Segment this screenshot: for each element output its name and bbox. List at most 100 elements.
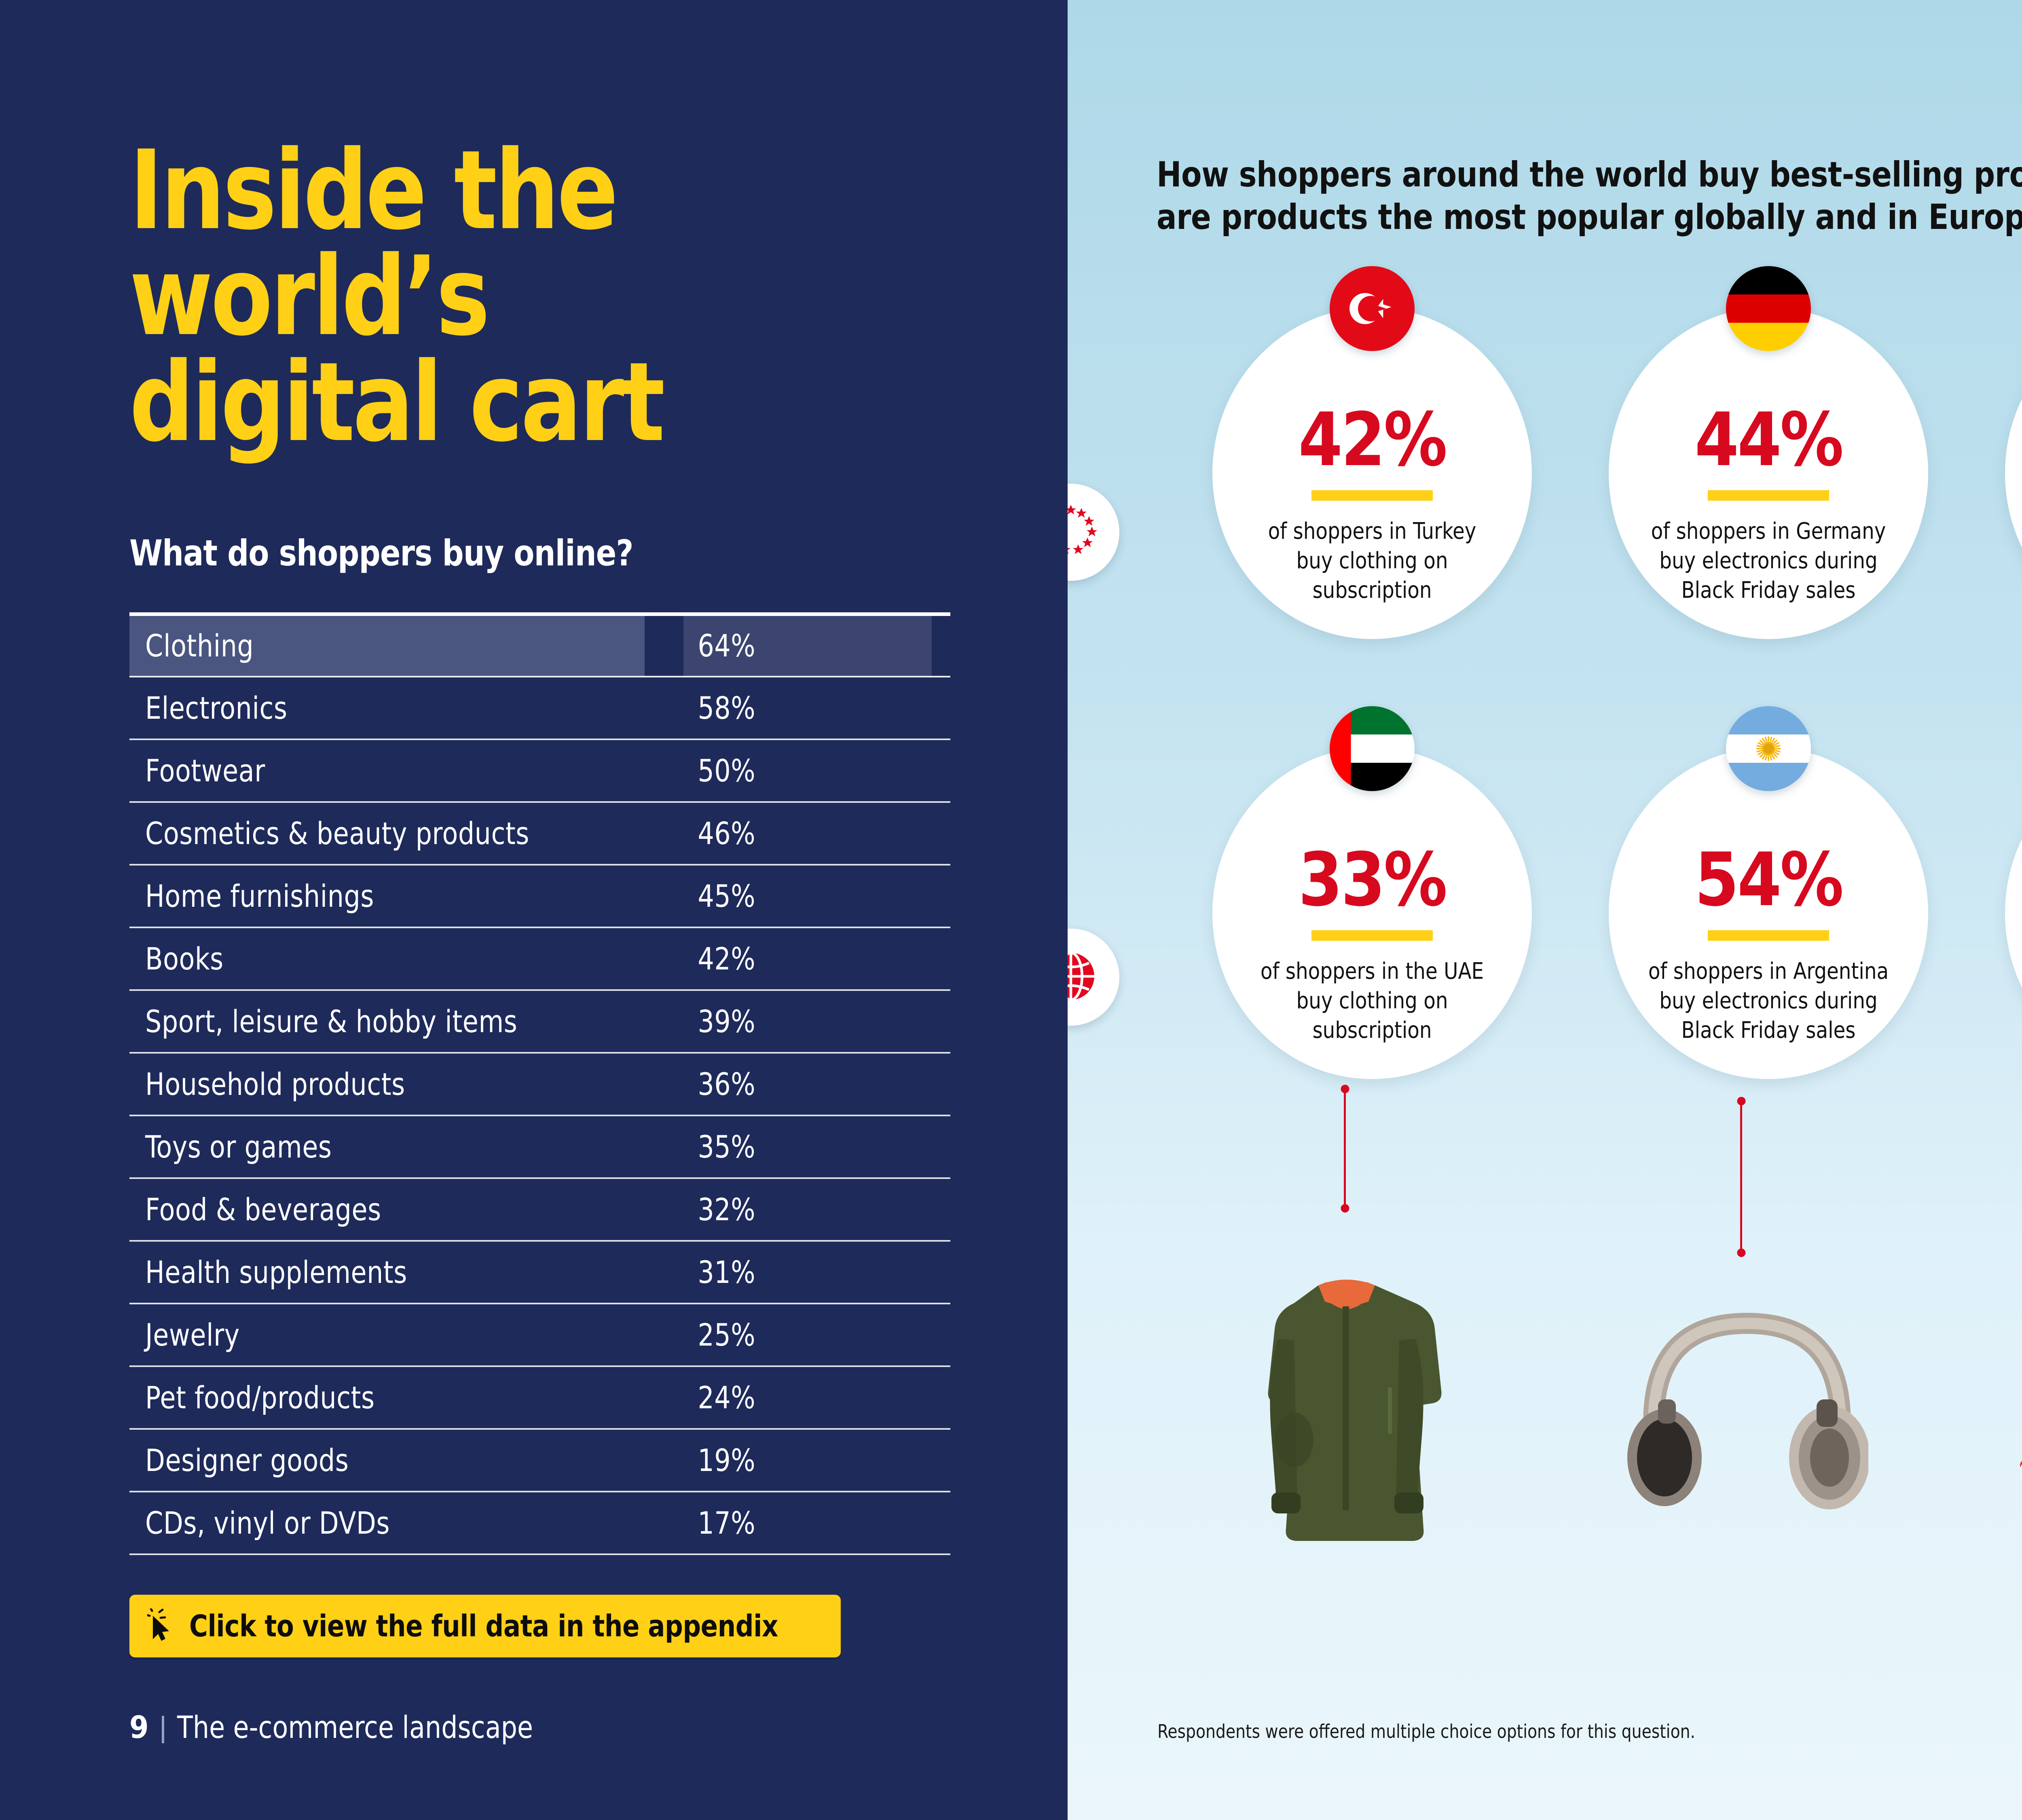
view-appendix-label: Click to view the full data in the appen… (189, 1608, 778, 1644)
table-cell-value: 64% (683, 614, 932, 678)
stat-caption: of shoppers in Germany buy electronics d… (1651, 518, 1886, 603)
table-cell-category: Toys or games (129, 1115, 645, 1179)
stat-bubble-body: 42% of shoppers in Turkey buy clothing on… (1212, 266, 1532, 639)
table-cell-category: Food & beverages (129, 1178, 645, 1242)
stat-percent: 44% (1694, 397, 1844, 483)
europe-stats-row: 42% of shoppers in Turkey buy clothing on… (1068, 266, 2022, 639)
right-headline-line2: are products the most popular globally a… (1157, 197, 2022, 237)
table-row: Jewelry 25% (129, 1304, 950, 1367)
page-title-line2: digital cart (129, 338, 665, 466)
globe-icon (1068, 950, 1098, 1005)
table-cell-value: 45% (683, 865, 932, 929)
table-cell-value: 19% (683, 1429, 932, 1493)
table-cell-value: 31% (683, 1241, 932, 1305)
table-row: Footwear 50% (129, 739, 950, 803)
table-cell-category: CDs, vinyl or DVDs (129, 1492, 645, 1555)
table-row: Books 42% (129, 927, 950, 991)
table-cell-category: Footwear (129, 739, 645, 803)
jacket-image (1229, 1266, 1464, 1551)
stat-underline-bar (1708, 490, 1829, 501)
stat-percent: 42% (1298, 397, 1448, 483)
germany-flag-icon (1726, 266, 1811, 351)
table-row: CDs, vinyl or DVDs 17% (129, 1492, 950, 1555)
table-row: Health supplements 31% (129, 1241, 950, 1305)
table-cell-value: 46% (683, 802, 932, 866)
headphones-image (1626, 1286, 1870, 1515)
table-cell-category: Electronics (129, 677, 645, 741)
table-row: Household products 36% (129, 1053, 950, 1117)
table-cell-value: 58% (683, 677, 932, 741)
table-cell-category: Sport, leisure & hobby items (129, 990, 645, 1054)
uae-flag-icon (1330, 706, 1415, 791)
stat-bubble-body: 31%of shoppers in Turkey buy footwear vi… (2005, 307, 2022, 639)
cursor-click-icon (145, 1606, 177, 1644)
europe-stars-icon (1068, 501, 1101, 564)
stat-percent: 54% (1694, 837, 1844, 923)
stat-underline-bar (1708, 930, 1829, 941)
table-row: Cosmetics & beauty products 46% (129, 802, 950, 866)
stat-bubble-body: 40%of shoppers in Nigeria buy footwear v… (2005, 747, 2022, 1079)
table-cell-value: 35% (683, 1115, 932, 1179)
table-cell-category: Jewelry (129, 1304, 645, 1367)
table-cell-value: 17% (683, 1492, 932, 1555)
page-number: 9 (129, 1709, 149, 1745)
argentina-flag-icon (1726, 706, 1811, 791)
table-row: Pet food/products 24% (129, 1366, 950, 1430)
footnote-text: Respondents were offered multiple choice… (1157, 1721, 1696, 1742)
view-appendix-button[interactable]: Click to view the full data in the appen… (129, 1595, 841, 1658)
table-cell-category: Pet food/products (129, 1366, 645, 1430)
table-cell-value: 42% (683, 927, 932, 991)
table-cell-category: Home furnishings (129, 865, 645, 929)
table-row: Toys or games 35% (129, 1115, 950, 1179)
stat-caption: of shoppers in the UAE buy clothing on s… (1260, 958, 1484, 1043)
table-row: Food & beverages 32% (129, 1178, 950, 1242)
footer-section: The e-commerce landscape (177, 1709, 533, 1745)
connector-line-headphones (1740, 1100, 1742, 1254)
stat-percent: 33% (1298, 837, 1448, 923)
stat-caption: of shoppers in Argentina buy electronics… (1648, 958, 1889, 1043)
global-stats-row: 33% of shoppers in the UAE buy clothing o… (1068, 706, 2022, 1079)
table-row: Home furnishings 45% (129, 865, 950, 929)
subheading: What do shoppers buy online? (129, 532, 634, 574)
footer: 9 | The e-commerce landscape (129, 1709, 560, 1745)
table-cell-value: 32% (683, 1178, 932, 1242)
table-cell-value: 36% (683, 1053, 932, 1117)
table-cell-category: Health supplements (129, 1241, 645, 1305)
stat-bubble: 54% of shoppers in Argentina buy electron… (1593, 706, 1944, 1079)
stat-underline-bar (1311, 490, 1433, 501)
stat-bubble: 42% of shoppers in Turkey buy clothing on… (1196, 266, 1548, 639)
table-cell-value: 50% (683, 739, 932, 803)
table-row: Sport, leisure & hobby items 39% (129, 990, 950, 1054)
page-title-line1: Inside the world’s (129, 127, 618, 360)
stat-caption: of shoppers in Turkey buy clothing on su… (1268, 518, 1476, 603)
stat-bubble: 31%of shoppers in Turkey buy footwear vi… (1989, 307, 2022, 639)
footer-separator: | (159, 1711, 167, 1744)
stat-bubble-body: 33% of shoppers in the UAE buy clothing o… (1212, 706, 1532, 1079)
connector-line-jacket (1344, 1088, 1346, 1209)
page-title: Inside the world’s digital cart (129, 136, 896, 457)
table-cell-category: Books (129, 927, 645, 991)
right-panel: How shoppers around the world buy best-s… (1068, 0, 2022, 1820)
table-cell-category: Household products (129, 1053, 645, 1117)
products-bought-online-table: Clothing 64% Electronics 58% Footwear 50% Cosm… (129, 612, 950, 1555)
table-row: Electronics 58% (129, 677, 950, 741)
stat-bubble: 40%of shoppers in Nigeria buy footwear v… (1989, 747, 2022, 1079)
right-panel-headline: How shoppers around the world buy best-s… (1157, 154, 2022, 239)
turkey-flag-icon (1330, 266, 1415, 351)
sneakers-image (2010, 1323, 2022, 1511)
table-row: Clothing 64% (129, 614, 950, 678)
table-cell-value: 24% (683, 1366, 932, 1430)
table-cell-category: Designer goods (129, 1429, 645, 1493)
table-cell-category: Cosmetics & beauty products (129, 802, 645, 866)
table-cell-value: 25% (683, 1304, 932, 1367)
stat-bubble-body: 54% of shoppers in Argentina buy electron… (1609, 706, 1928, 1079)
stat-underline-bar (1311, 930, 1433, 941)
left-panel: Inside the world’s digital cart What do … (129, 135, 950, 1745)
stat-bubble: 33% of shoppers in the UAE buy clothing o… (1196, 706, 1548, 1079)
right-headline-line1: How shoppers around the world buy best-s… (1157, 154, 2022, 195)
table-cell-category: Clothing (129, 614, 645, 678)
table-cell-value: 39% (683, 990, 932, 1054)
stat-bubble-body: 44% of shoppers in Germany buy electronic… (1609, 266, 1928, 639)
stat-bubble: 44% of shoppers in Germany buy electronic… (1593, 266, 1944, 639)
